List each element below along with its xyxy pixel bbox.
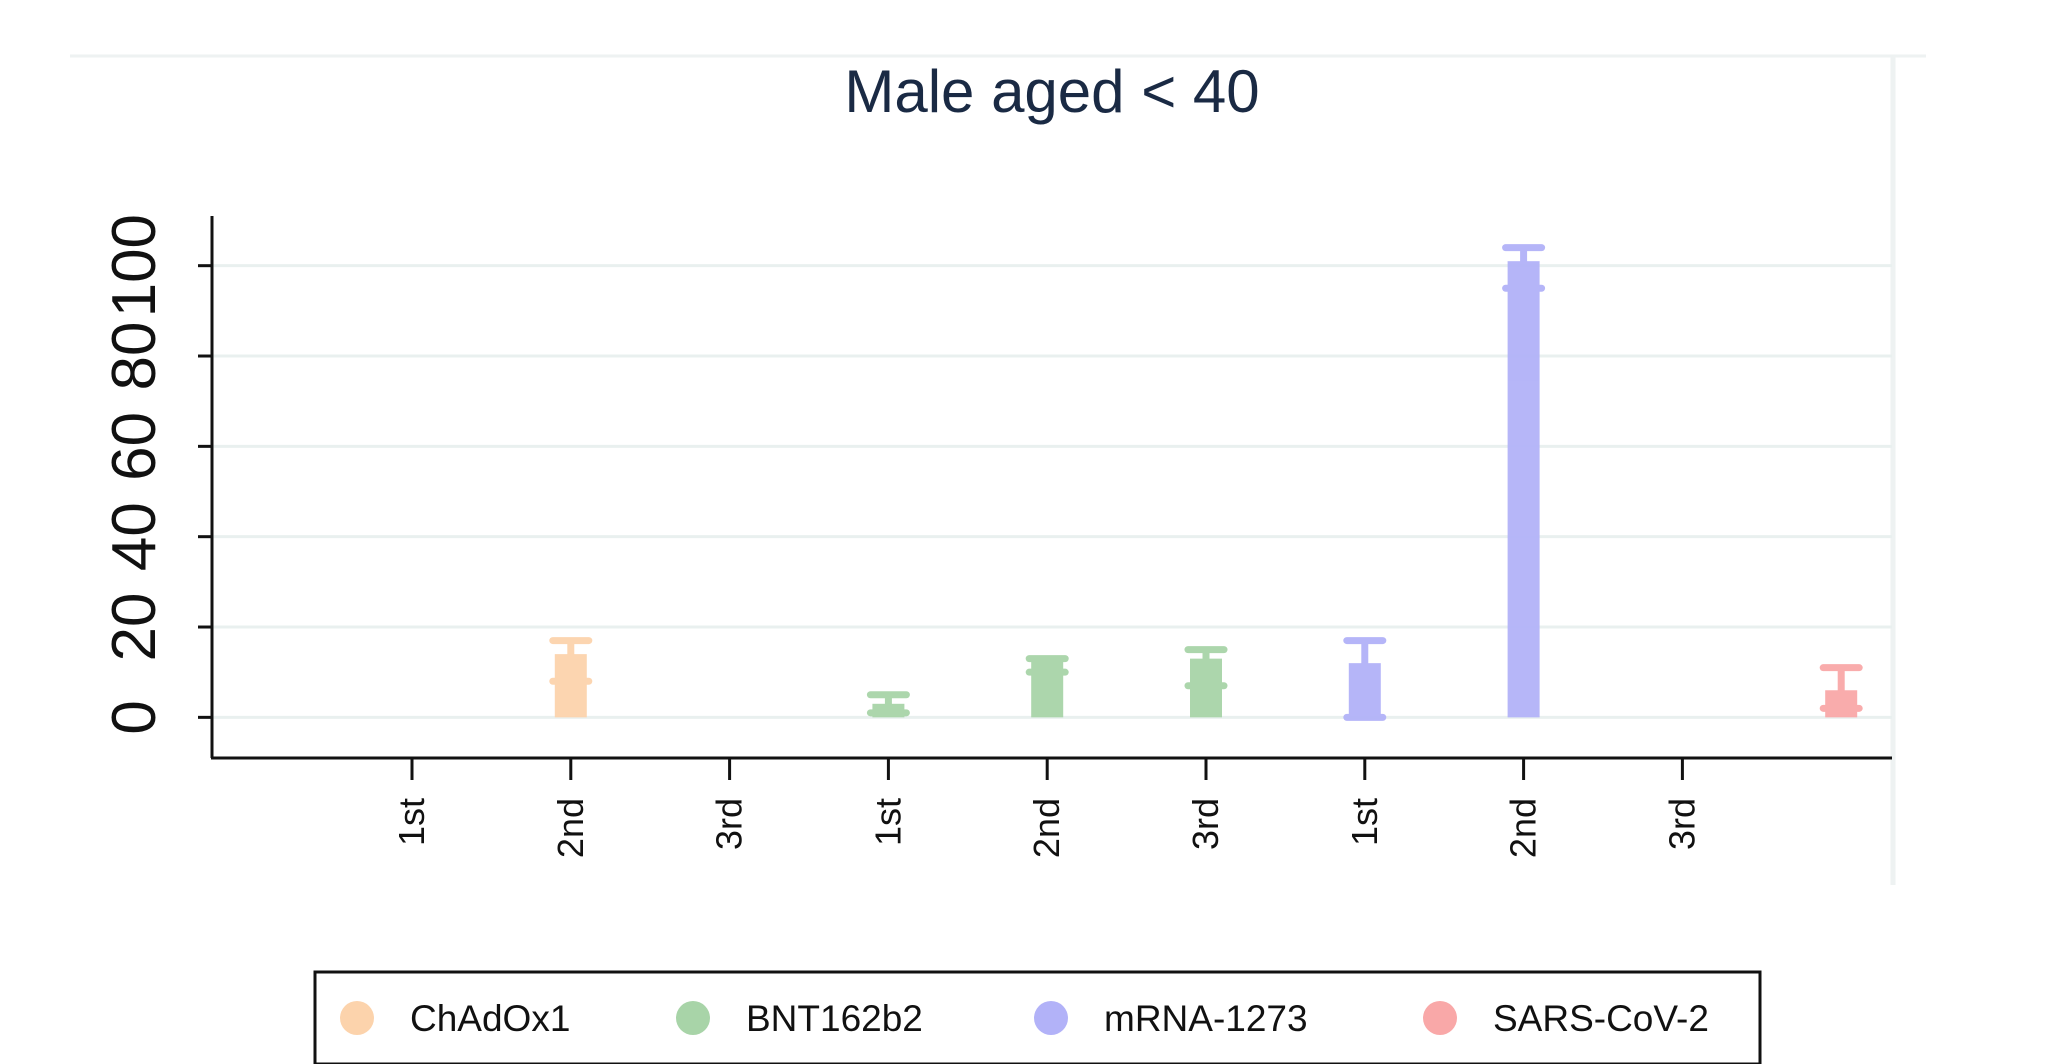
legend: ChAdOx1 BNT162b2 mRNA-1273 SARS-CoV-2 xyxy=(313,970,1762,1064)
x-tick-label: 3rd xyxy=(1661,798,1702,850)
y-tick-label: 100 xyxy=(100,214,169,317)
bar-group xyxy=(866,691,910,718)
legend-label: BNT162b2 xyxy=(746,998,923,1039)
bar-group xyxy=(1819,664,1863,718)
legend-item: BNT162b2 xyxy=(676,998,923,1039)
x-tick-label: 2nd xyxy=(1026,798,1067,858)
x-tick-label: 3rd xyxy=(709,798,750,850)
bar-group xyxy=(549,637,593,718)
y-tick-label: 20 xyxy=(100,593,169,662)
legend-item: mRNA-1273 xyxy=(1034,998,1308,1039)
y-tick-label: 60 xyxy=(100,412,169,481)
bar-group xyxy=(1184,646,1228,718)
y-tick-label: 80 xyxy=(100,322,169,391)
x-tick-label: 1st xyxy=(1344,798,1385,846)
x-ticks: 1st 2nd 3rd 1st 2nd 3rd 1st 2nd 3rd xyxy=(391,758,1702,858)
legend-label: mRNA-1273 xyxy=(1104,998,1308,1039)
x-tick-label: 2nd xyxy=(550,798,591,858)
legend-marker xyxy=(1034,1001,1068,1035)
bar-group xyxy=(1343,637,1387,721)
legend-marker xyxy=(340,1001,374,1035)
bar xyxy=(1507,261,1540,718)
x-tick-label: 1st xyxy=(867,798,908,846)
gridlines xyxy=(212,264,1892,719)
legend-item: SARS-CoV-2 xyxy=(1423,998,1709,1039)
x-tick-label: 2nd xyxy=(1503,798,1544,858)
legend-items: ChAdOx1 BNT162b2 mRNA-1273 SARS-CoV-2 xyxy=(340,998,1709,1039)
bar-group xyxy=(1025,655,1069,718)
x-tick-label: 3rd xyxy=(1185,798,1226,850)
y-tick-label: 40 xyxy=(100,502,169,571)
legend-label: SARS-CoV-2 xyxy=(1493,998,1709,1039)
legend-item: ChAdOx1 xyxy=(340,998,570,1039)
chart-title: Male aged < 40 xyxy=(844,58,1259,125)
x-tick-label: 1st xyxy=(391,798,432,846)
legend-marker xyxy=(1423,1001,1457,1035)
legend-label: ChAdOx1 xyxy=(410,998,570,1039)
y-tick-label: 0 xyxy=(100,700,169,734)
legend-marker xyxy=(676,1001,710,1035)
bar-group xyxy=(1502,244,1546,718)
axes xyxy=(210,216,1892,760)
bars xyxy=(549,244,1863,721)
